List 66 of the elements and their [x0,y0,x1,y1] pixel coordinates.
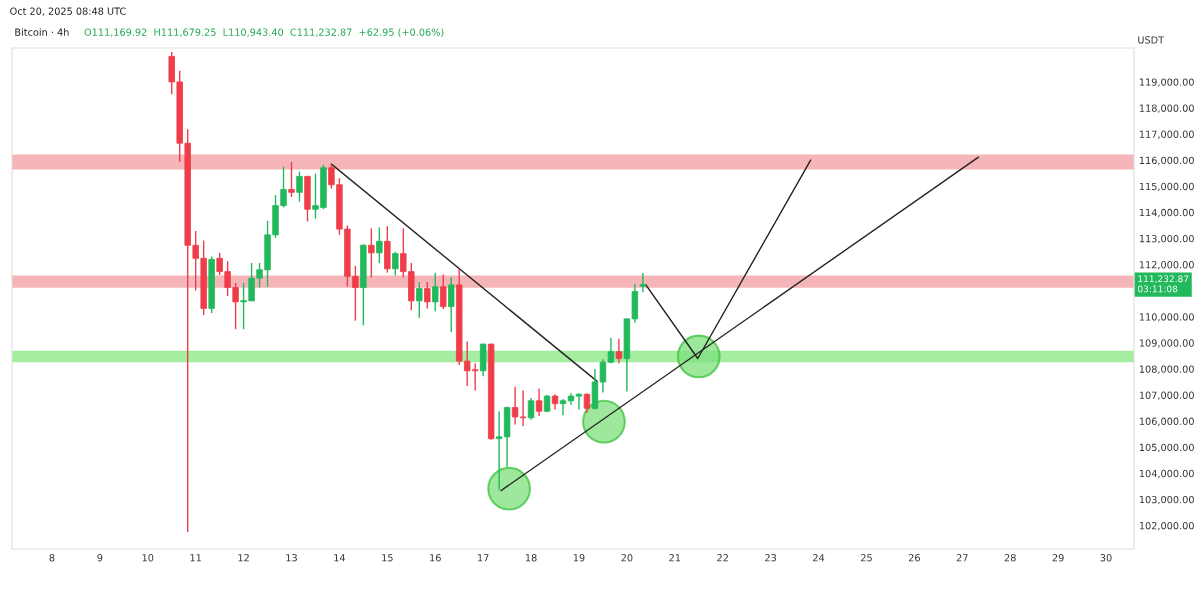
y-tick-label: 103,000.00 [1139,495,1194,505]
point [582,399,626,444]
y-tick-label: 104,000.00 [1139,469,1194,479]
x-tick-label: 11 [190,554,201,562]
candlestick [376,226,383,264]
y-tick-label: 118,000.00 [1139,104,1194,113]
candlestick [296,170,303,203]
y-tick-label: 108,000.00 [1139,365,1194,374]
y-tick-label: 119,000.00 [1139,78,1194,87]
x-tick-label: 14 [334,554,346,562]
x-tick-label: 9 [97,554,103,562]
y-tick-label: 117,000.00 [1139,130,1194,139]
text: Oct 20, 2025 08:48 UTC [10,7,126,16]
y-tick-label: 113,000.00 [1139,234,1194,244]
candlestick [575,392,583,411]
y-tick-label: 116,000.00 [1139,156,1194,166]
y-axis-title: USDT [1138,36,1165,44]
x-tick-label: 23 [765,554,777,562]
chart-subtitle: O111,169.92 H111,679.25 L110,943.40 C111,232.87 +62.95 (+0.06%) [84,28,444,37]
text: 03:11:08 [1137,285,1178,293]
y-tick-label: 110,000.00 [1139,313,1194,322]
point [676,334,721,379]
candlestick [392,251,399,276]
candlestick [535,387,543,417]
chart-title: Bitcoin · 4h [15,28,69,36]
y-tick-label: 115,000.00 [1139,182,1194,192]
x-tick-label: 8 [49,554,55,562]
x-tick-label: 21 [669,554,681,562]
y-tick-label: 106,000.00 [1139,417,1194,426]
candlestick [416,281,423,319]
x-tick-label: 28 [1004,554,1016,562]
candlestick [448,276,455,333]
x-tick-label: 25 [861,554,872,562]
x-tick-label: 29 [1052,554,1064,562]
y-tick-label: 107,000.00 [1139,391,1194,400]
candlestick [288,161,295,198]
x-tick-label: 27 [956,554,968,562]
x-tick-label: 26 [908,554,920,562]
point [487,466,531,511]
candlestick [424,281,431,310]
x-tick-label: 17 [478,554,489,562]
text: 111,232.87 [1138,275,1189,284]
x-tick-label: 24 [813,554,825,562]
y-tick-label: 109,000.00 [1139,339,1194,348]
y-tick-label: 105,000.00 [1139,443,1194,453]
x-tick-label: 13 [286,554,297,562]
x-tick-label: 16 [430,554,441,562]
x-tick-label: 18 [525,554,537,562]
candlestick [527,397,535,421]
candlestick [440,273,447,310]
candlestick [583,392,591,414]
y-tick-label: 114,000.00 [1139,208,1194,218]
x-tick-label: 19 [573,554,585,562]
x-tick-label: 20 [621,554,633,562]
y-tick-label: 102,000.00 [1139,521,1194,531]
x-tick-label: 10 [142,554,154,562]
x-tick-label: 22 [717,554,728,562]
candlestick [368,227,375,279]
x-tick-label: 12 [238,554,249,562]
candlestick [615,337,623,364]
y-tick-label: 112,000.00 [1139,261,1194,270]
x-tick-label: 15 [382,554,393,562]
candlestick [559,398,567,416]
x-tick-label: 30 [1100,554,1112,562]
candlestick [432,271,439,312]
candlestick [639,272,647,293]
